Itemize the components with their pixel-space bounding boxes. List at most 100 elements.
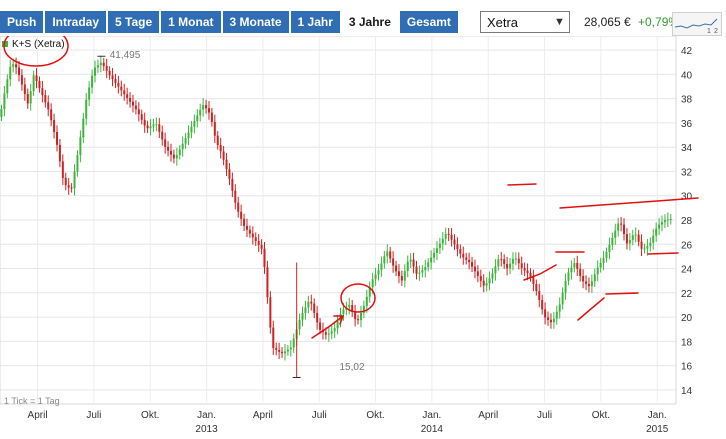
y-tick-label: 32 xyxy=(681,167,693,178)
candle-body xyxy=(175,155,178,159)
candle-body xyxy=(614,230,617,238)
candle-body xyxy=(327,333,330,335)
candle-body xyxy=(374,274,377,280)
candle-body xyxy=(6,79,9,94)
candle-body xyxy=(517,258,520,264)
x-tick-label: Juli xyxy=(537,410,552,421)
candle-body xyxy=(433,252,436,258)
candle-body xyxy=(459,249,462,254)
candle-body xyxy=(561,292,564,305)
price-change: +0,79% xyxy=(638,15,680,29)
candle-body xyxy=(497,259,500,267)
candle-body xyxy=(409,259,412,262)
candle-body xyxy=(225,159,228,170)
x-tick-label: Jan. xyxy=(648,410,667,421)
candle-body xyxy=(552,318,555,323)
candle-body xyxy=(243,218,246,226)
tab-push[interactable]: Push xyxy=(0,11,44,33)
tab-gesamt[interactable]: Gesamt xyxy=(399,11,458,33)
candle-body xyxy=(178,149,181,156)
candle-body xyxy=(506,263,509,269)
candle-body xyxy=(646,246,649,249)
tab-3-monate[interactable]: 3 Monate xyxy=(222,11,289,33)
candle-body xyxy=(205,105,208,109)
candle-body xyxy=(479,276,482,281)
candle-body xyxy=(655,228,658,236)
candle-body xyxy=(155,124,158,126)
candle-body xyxy=(511,258,514,264)
candle-body xyxy=(415,266,418,274)
candle-body xyxy=(596,267,599,275)
mini-chart-label-1: 1 xyxy=(707,28,711,35)
annotation-arrow-3 xyxy=(577,297,605,321)
candle-body xyxy=(216,135,219,146)
candle-body xyxy=(555,311,558,319)
candle-body xyxy=(202,105,205,110)
candle-body xyxy=(26,93,29,104)
candle-body xyxy=(351,304,354,313)
candle-body xyxy=(406,261,409,272)
candle-body xyxy=(64,177,67,186)
candle-body xyxy=(488,278,491,284)
candle-body xyxy=(129,97,132,102)
candle-body xyxy=(634,234,637,236)
candle-body xyxy=(482,280,485,286)
candle-body xyxy=(631,235,634,240)
candle-body xyxy=(210,112,213,123)
candle-body xyxy=(383,256,386,264)
candle-body xyxy=(435,248,438,253)
candle-body xyxy=(649,242,652,247)
candle-body xyxy=(582,275,585,282)
tab-1-monat[interactable]: 1 Monat xyxy=(161,11,221,33)
tab-1-jahr[interactable]: 1 Jahr xyxy=(290,11,340,33)
candle-body xyxy=(509,263,512,269)
chart-area: 14 16 18 20 22 24 26 28 30 32 34 36 38 40 42 April Juli… xyxy=(0,36,726,439)
candle-body xyxy=(526,270,529,274)
candle-body xyxy=(558,304,561,312)
tab-5-tage[interactable]: 5 Tage xyxy=(108,11,160,33)
candle-body xyxy=(169,150,172,155)
y-tick-label: 20 xyxy=(681,313,693,324)
candle-body xyxy=(152,124,155,127)
candle-body xyxy=(491,273,494,279)
candle-body xyxy=(342,309,345,315)
candle-body xyxy=(266,267,269,298)
candle-body xyxy=(421,270,424,273)
y-tick-label: 28 xyxy=(681,216,693,227)
y-tick-label: 42 xyxy=(681,46,693,57)
candle-body xyxy=(298,319,301,330)
candle-body xyxy=(368,287,371,297)
candle-body xyxy=(579,268,582,276)
candle-body xyxy=(400,276,403,281)
candle-body xyxy=(143,119,146,126)
candle-body xyxy=(669,219,672,221)
candle-body xyxy=(137,109,140,115)
candle-body xyxy=(114,79,117,83)
candle-body xyxy=(292,338,295,348)
tab-intraday[interactable]: Intraday xyxy=(45,11,107,33)
exchange-select[interactable]: Xetra ▼ xyxy=(479,11,570,33)
chevron-down-icon: ▼ xyxy=(554,16,565,28)
candle-body xyxy=(628,239,631,244)
candle-body xyxy=(359,312,362,321)
candle-body xyxy=(88,87,91,100)
candle-body xyxy=(573,262,576,268)
candle-body xyxy=(134,105,137,110)
candle-body xyxy=(593,274,596,282)
candle-body xyxy=(76,155,79,172)
candle-body xyxy=(541,299,544,310)
candle-body xyxy=(663,219,666,223)
candle-body xyxy=(623,224,626,235)
candle-body xyxy=(468,259,471,263)
mini-chart-thumbnail[interactable]: 1 2 xyxy=(672,12,722,36)
candle-body xyxy=(611,237,614,245)
y-tick-label: 26 xyxy=(681,240,693,251)
candle-body xyxy=(643,248,646,250)
candle-body xyxy=(240,211,243,219)
candle-body xyxy=(389,251,392,259)
annotation-arrow-low xyxy=(311,315,344,339)
candle-body xyxy=(354,312,357,320)
y-tick-label: 34 xyxy=(681,143,693,154)
price-chart: 14 16 18 20 22 24 26 28 30 32 34 36 38 40 42 April Juli… xyxy=(0,36,699,435)
tab-3-jahre[interactable]: 3 Jahre xyxy=(341,11,398,33)
